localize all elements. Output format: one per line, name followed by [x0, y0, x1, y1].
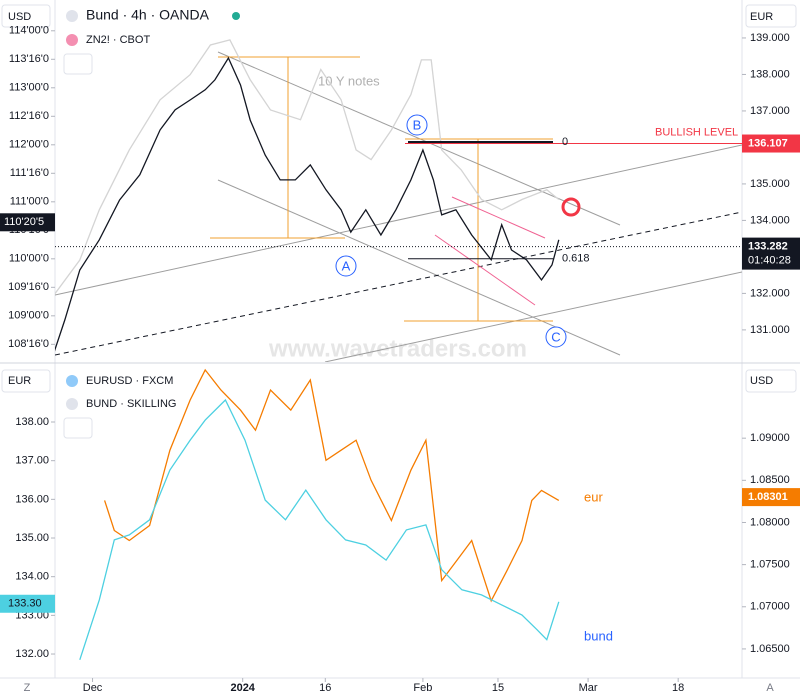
trend-line: [217, 179, 621, 356]
y-tick-label: 136.00: [15, 493, 49, 505]
nav-button[interactable]: A: [766, 682, 774, 694]
y-tick-label: 135.000: [750, 178, 790, 190]
y-tick-label: 138.000: [750, 68, 790, 80]
wedge-line: [434, 234, 536, 306]
wave-marker: [335, 255, 357, 277]
y-tick-label: 112'16'0: [9, 110, 49, 122]
nav-button[interactable]: Z: [24, 682, 31, 694]
fib-label: 0: [562, 136, 568, 148]
y-tick-label: 1.06500: [750, 643, 790, 655]
y-tick-label: 137.000: [750, 105, 790, 117]
x-tick-label: Dec: [83, 682, 103, 694]
trend-line: [55, 211, 742, 356]
price-badge: [0, 594, 55, 613]
price-badge-label: 136.107: [748, 137, 788, 149]
y-tick-label: 1.08000: [750, 516, 790, 528]
x-tick-label: Feb: [413, 682, 432, 694]
wave-label: B: [413, 117, 422, 132]
price-badge: [0, 213, 55, 232]
y-tick-label: 112'00'0: [9, 139, 49, 151]
y-tick-label: 131.000: [750, 324, 790, 336]
y-tick-label: 137.00: [15, 455, 49, 467]
price-badge-label: 1.08301: [748, 491, 788, 503]
price-badge: [742, 134, 800, 153]
y-tick-label: 111'16'0: [10, 167, 49, 179]
series-label: bund: [584, 628, 613, 643]
wedge-line: [451, 196, 546, 239]
y-tick-label: 110'00'0: [9, 253, 49, 265]
y-tick-label: 108'16'0: [8, 338, 49, 350]
series-group: [79, 368, 560, 661]
x-tick-label: Mar: [579, 682, 598, 694]
line-series: [79, 398, 560, 661]
legend-item: EURUSD · FXCM: [86, 375, 173, 387]
line-series: [103, 368, 560, 603]
y-tick-label: 1.07500: [750, 559, 790, 571]
watermark: www.wavetraders.com: [268, 335, 527, 362]
y-tick-label: 135.00: [15, 532, 49, 544]
currency-button[interactable]: [745, 4, 797, 28]
y-tick-label: 1.08500: [750, 474, 790, 486]
x-tick-label: 18: [672, 682, 684, 694]
wave-marker: [406, 114, 428, 136]
y-tick-label: 113'00'0: [9, 82, 49, 94]
wave-label: C: [551, 329, 560, 344]
price-badge-label: 110'20'5: [4, 216, 44, 228]
series-group: [55, 39, 560, 352]
target-circle: [561, 197, 581, 217]
y-tick-label: 109'00'0: [8, 310, 49, 322]
y-tick-label: 132.000: [750, 287, 790, 299]
wave-label: A: [342, 258, 351, 273]
x-tick-label: 15: [492, 682, 504, 694]
currency-button[interactable]: [745, 369, 797, 393]
compare-label: ZN2! · CBOT: [86, 34, 150, 46]
currency-label[interactable]: EUR: [8, 375, 31, 387]
y-tick-label: 139.000: [750, 32, 790, 44]
y-tick-label: 113'16'0: [9, 53, 49, 65]
x-tick-label: 2024: [230, 682, 255, 694]
symbol-icon: [66, 375, 78, 387]
symbol-icon: [66, 10, 78, 22]
fib-label: 0.618: [562, 253, 590, 265]
trend-line: [324, 271, 742, 362]
drawings: [55, 51, 742, 362]
y-tick-label: 114'00'0: [9, 25, 49, 37]
currency-button[interactable]: [1, 4, 51, 28]
currency-label[interactable]: USD: [750, 375, 773, 387]
price-badge-label: 133.282: [748, 241, 788, 253]
currency-label[interactable]: USD: [8, 11, 31, 23]
wave-marker: [545, 326, 567, 348]
level-label: BULLISH LEVEL: [655, 126, 738, 138]
line-series: [55, 56, 560, 352]
series-label: eur: [584, 489, 603, 504]
currency-label[interactable]: EUR: [750, 11, 773, 23]
collapse-button[interactable]: [63, 417, 93, 439]
y-tick-label: 134.000: [750, 214, 790, 226]
symbol-icon: [66, 398, 78, 410]
y-tick-label: 1.07000: [750, 601, 790, 613]
y-tick-label: 1.09000: [750, 432, 790, 444]
legend-item: BUND · SKILLING: [86, 398, 176, 410]
line-series: [55, 39, 560, 295]
chart-title: Bund · 4h · OANDA: [86, 7, 210, 23]
trend-line: [55, 144, 742, 296]
annotation: 10 Y notes: [318, 73, 380, 88]
countdown: 01:40:28: [748, 255, 791, 267]
symbol-icon: [66, 34, 78, 46]
y-tick-label: 138.00: [15, 416, 49, 428]
price-badge: [742, 488, 800, 507]
currency-button[interactable]: [1, 369, 51, 393]
y-tick-label: 132.00: [15, 648, 49, 660]
price-badge-label: 133.30: [8, 598, 42, 610]
collapse-button[interactable]: [63, 53, 93, 75]
status-dot: [232, 12, 240, 20]
x-tick-label: 16: [319, 682, 331, 694]
y-tick-label: 111'00'0: [10, 196, 49, 208]
price-badge: [742, 237, 800, 270]
y-tick-label: 109'16'0: [8, 281, 49, 293]
y-tick-label: 134.00: [15, 571, 49, 583]
